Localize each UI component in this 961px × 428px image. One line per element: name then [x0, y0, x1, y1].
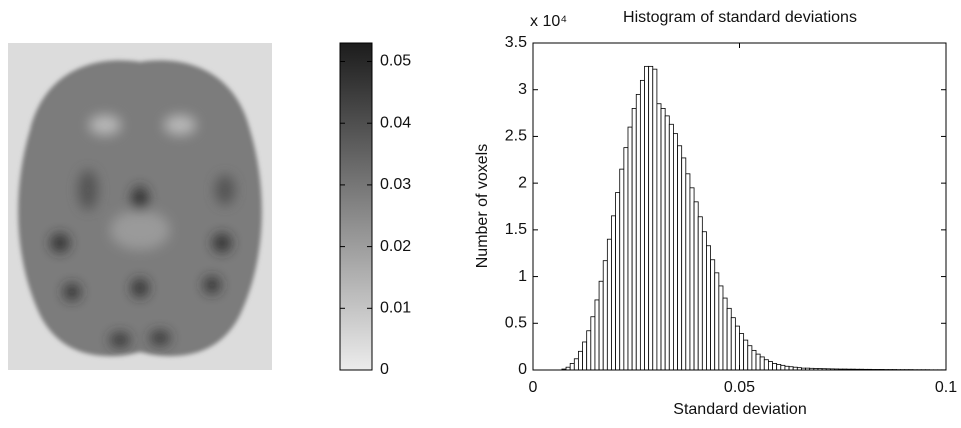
- bar: [706, 245, 711, 371]
- bar: [739, 333, 745, 371]
- bar: [759, 356, 765, 371]
- y-tick-label: 1.5: [505, 221, 527, 238]
- y-tick-label: 0.02: [380, 238, 411, 255]
- bar: [631, 108, 637, 371]
- bar: [635, 93, 641, 371]
- histogram: Histogram of standard deviations x 10⁴ S…: [474, 9, 957, 418]
- x-axis-label: Standard deviation: [673, 401, 806, 418]
- bar: [714, 272, 720, 371]
- y-tick-label: 0.03: [380, 176, 411, 193]
- bar: [648, 65, 654, 371]
- y-tick-label: 1: [518, 268, 527, 285]
- y-tick-label: 0.04: [380, 114, 411, 131]
- bar: [784, 365, 790, 371]
- brain-image: [8, 43, 272, 370]
- colorbar-gradient: [339, 42, 373, 371]
- bar: [726, 307, 732, 371]
- bar: [673, 133, 678, 371]
- bar: [623, 147, 629, 371]
- bar: [606, 238, 612, 371]
- bar: [639, 79, 645, 371]
- y-tick-label: 0: [518, 361, 527, 378]
- bar: [578, 350, 583, 371]
- chart-title: Histogram of standard deviations: [623, 9, 857, 26]
- bar: [718, 285, 724, 371]
- bar: [677, 145, 683, 371]
- y-tick-label: 2.5: [505, 128, 527, 145]
- bar: [582, 341, 588, 371]
- bar: [734, 325, 740, 371]
- bar: [697, 216, 703, 371]
- y-tick-label: 0: [380, 361, 389, 378]
- bar: [747, 345, 753, 371]
- bar: [780, 364, 786, 371]
- bar: [689, 187, 695, 371]
- bar: [602, 260, 608, 371]
- bar: [615, 192, 621, 371]
- bar: [569, 363, 575, 371]
- bar: [710, 259, 716, 371]
- bar: [751, 349, 757, 371]
- bar: [644, 65, 650, 371]
- y-tick-label: 3.5: [505, 34, 527, 51]
- bar: [722, 297, 728, 371]
- bar: [730, 317, 736, 371]
- x-tick-label: 0: [529, 379, 538, 396]
- bar: [743, 339, 749, 371]
- bar: [652, 68, 658, 371]
- colorbar: 0 0.01 0.02 0.03 0.04 0.05: [339, 42, 411, 378]
- y-tick-label: 0.01: [380, 300, 411, 317]
- x-tick-label: 0.05: [724, 379, 755, 396]
- bar: [594, 299, 600, 371]
- bar: [627, 126, 633, 371]
- bar: [590, 316, 596, 371]
- bar: [685, 173, 691, 371]
- y-tick-label: 0.05: [380, 53, 411, 70]
- bar: [768, 361, 773, 371]
- brain-texture: [51, 115, 235, 347]
- bar: [693, 201, 699, 371]
- bar: [656, 103, 662, 371]
- bar: [664, 115, 670, 371]
- y-tick-label: 3: [518, 81, 527, 98]
- bar: [668, 123, 674, 371]
- y-axis-label: Number of voxels: [474, 144, 491, 269]
- bar: [681, 157, 687, 371]
- y-multiplier: x 10⁴: [530, 13, 567, 30]
- bar: [772, 363, 778, 371]
- bar: [619, 168, 625, 371]
- bar: [573, 358, 579, 371]
- bar: [701, 231, 707, 371]
- bar: [763, 359, 769, 371]
- bar: [611, 215, 616, 371]
- x-tick-label: 0.1: [935, 379, 957, 396]
- bar: [755, 353, 761, 371]
- y-tick-label: 0.5: [505, 315, 527, 332]
- bar: [660, 108, 666, 371]
- y-tick-label: 2: [518, 174, 527, 191]
- bar: [586, 330, 592, 371]
- bar: [598, 280, 604, 371]
- bar: [776, 363, 782, 371]
